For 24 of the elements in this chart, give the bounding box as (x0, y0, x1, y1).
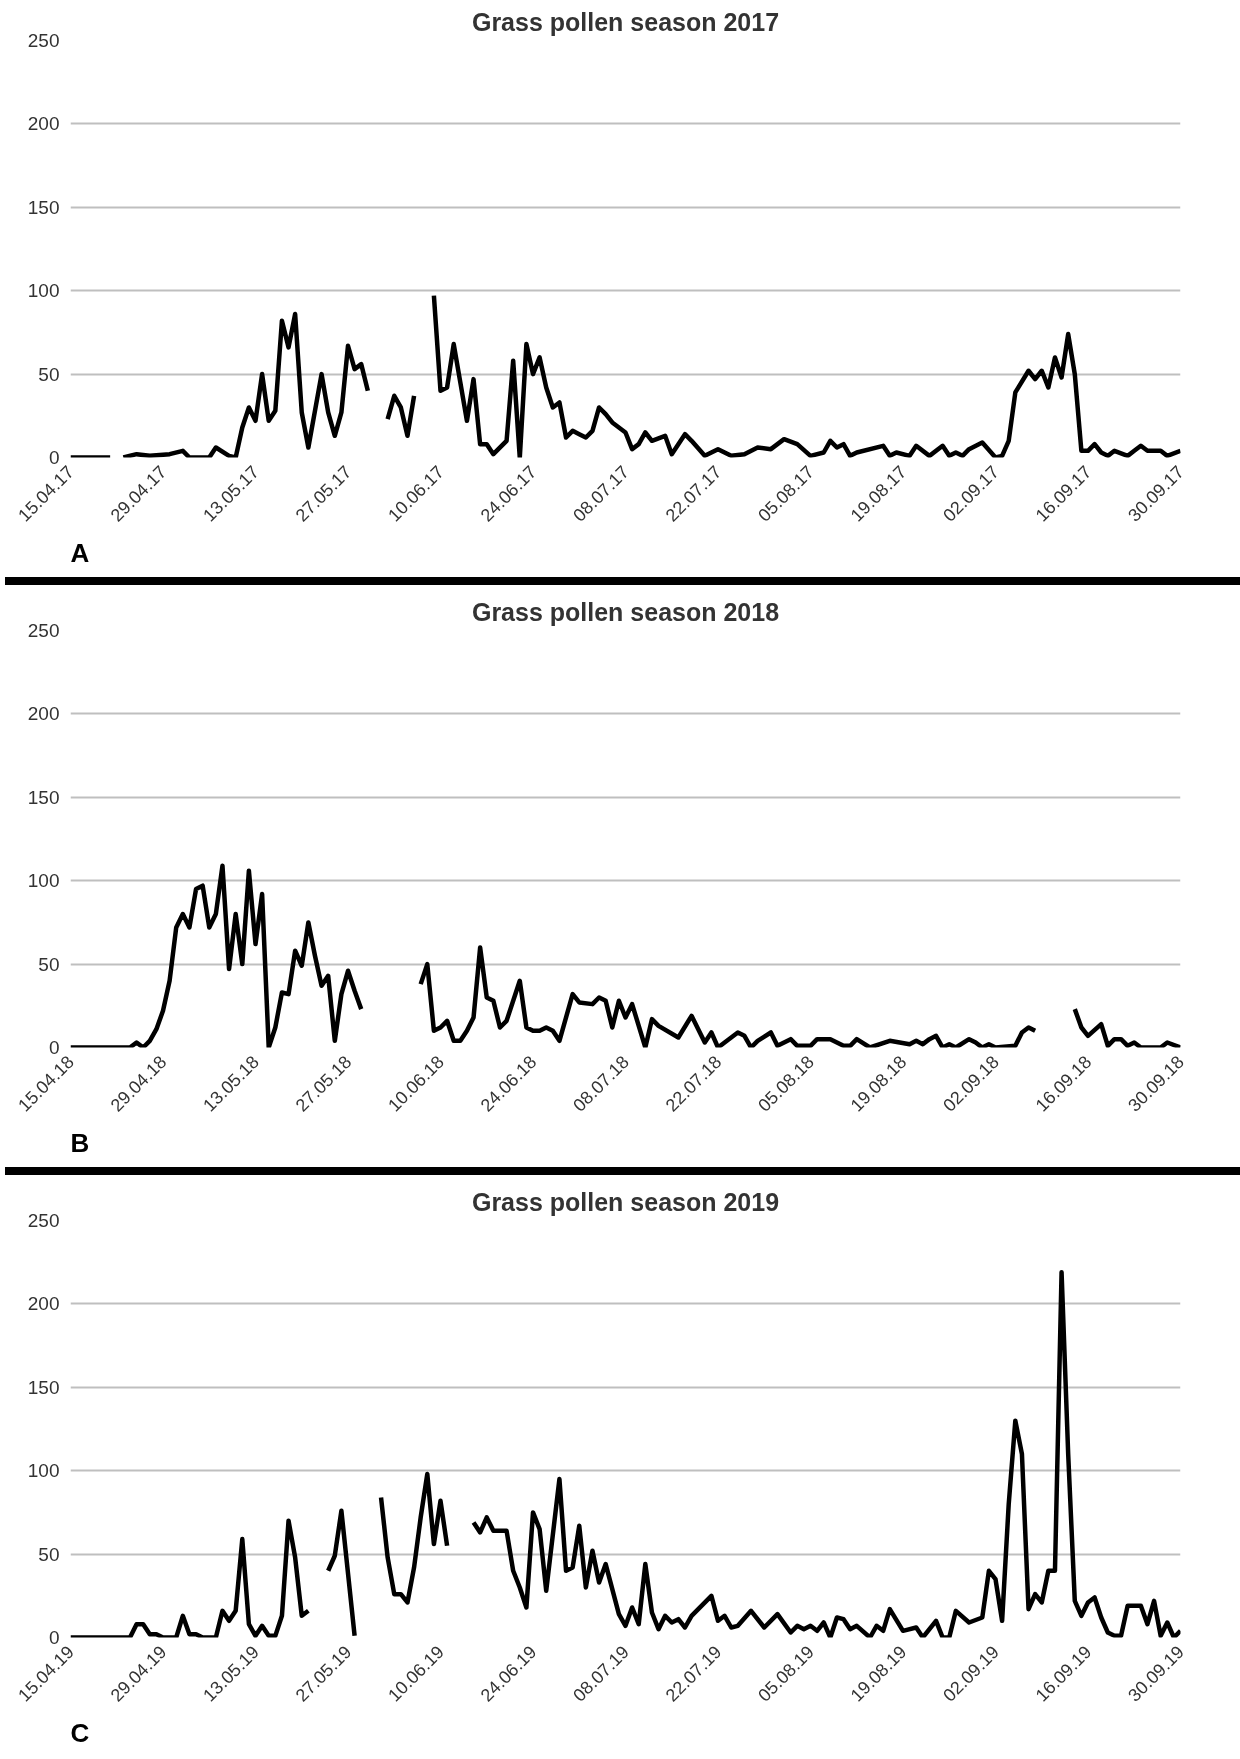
chart-title: Grass pollen season 2019 (471, 1187, 780, 1216)
y-tick-label: 100 (27, 280, 60, 302)
y-tick-label: 0 (48, 1037, 60, 1058)
y-tick-label: 0 (48, 447, 60, 468)
y-tick-label: 200 (27, 1293, 60, 1315)
text: A (70, 537, 90, 568)
y-tick-label: 150 (27, 786, 60, 808)
y-tick-label: 100 (27, 870, 60, 892)
y-tick-label: 100 (27, 1460, 60, 1482)
text: C (70, 1717, 90, 1748)
text: B (70, 1127, 90, 1158)
chart-title: Grass pollen season 2018 (471, 597, 780, 626)
y-tick-label: 200 (27, 113, 60, 135)
y-tick-label: 150 (27, 196, 60, 218)
y-tick-label: 50 (38, 363, 60, 385)
y-tick-label: 150 (27, 1376, 60, 1398)
y-tick-label: 200 (27, 703, 60, 725)
y-tick-label: 250 (27, 1210, 60, 1231)
y-tick-label: 250 (27, 620, 60, 641)
y-tick-label: 0 (48, 1627, 60, 1648)
y-tick-label: 50 (38, 1543, 60, 1565)
y-tick-label: 250 (27, 30, 60, 51)
y-tick-label: 50 (38, 953, 60, 975)
chart-title: Grass pollen season 2017 (471, 7, 780, 36)
